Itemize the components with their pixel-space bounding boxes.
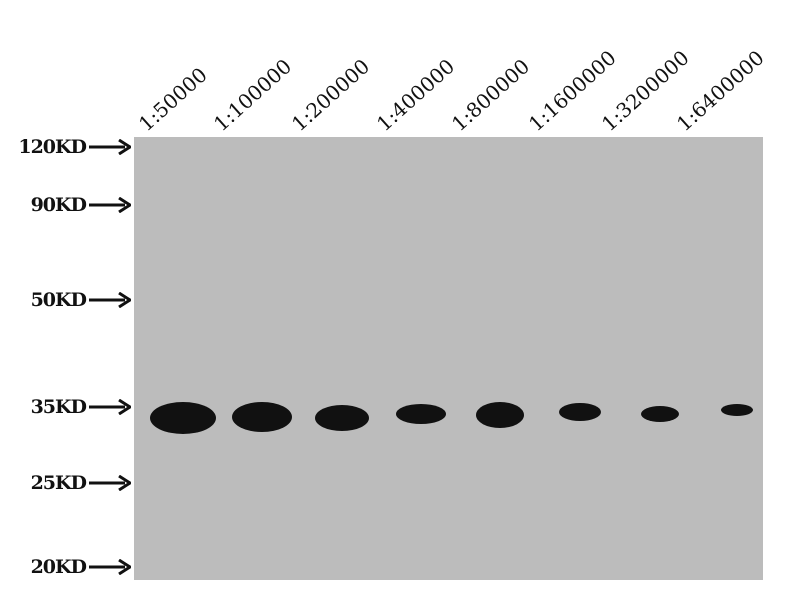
blot-membrane [134,137,763,580]
marker-20kd: 20KD [0,555,132,579]
marker-label: 25KD [30,472,87,494]
marker-25kd: 25KD [0,471,132,495]
protein-band [315,405,369,431]
marker-label: 35KD [30,396,87,418]
marker-35kd: 35KD [0,395,132,419]
marker-label: 20KD [30,556,87,578]
marker-label: 50KD [30,289,87,311]
protein-band [150,402,216,434]
protein-band [396,404,446,424]
marker-50kd: 50KD [0,288,132,312]
marker-90kd: 90KD [0,193,132,217]
marker-label: 90KD [30,194,87,216]
marker-120kd: 120KD [0,135,132,159]
arrow-right-icon [89,197,131,213]
arrow-right-icon [89,475,131,491]
arrow-right-icon [89,399,131,415]
protein-band [721,404,753,416]
protein-band [232,402,292,432]
arrow-right-icon [89,139,131,155]
marker-label: 120KD [18,136,87,158]
protein-band [476,402,524,428]
arrow-right-icon [89,559,131,575]
protein-band [641,406,679,422]
arrow-right-icon [89,292,131,308]
protein-band [559,403,601,421]
